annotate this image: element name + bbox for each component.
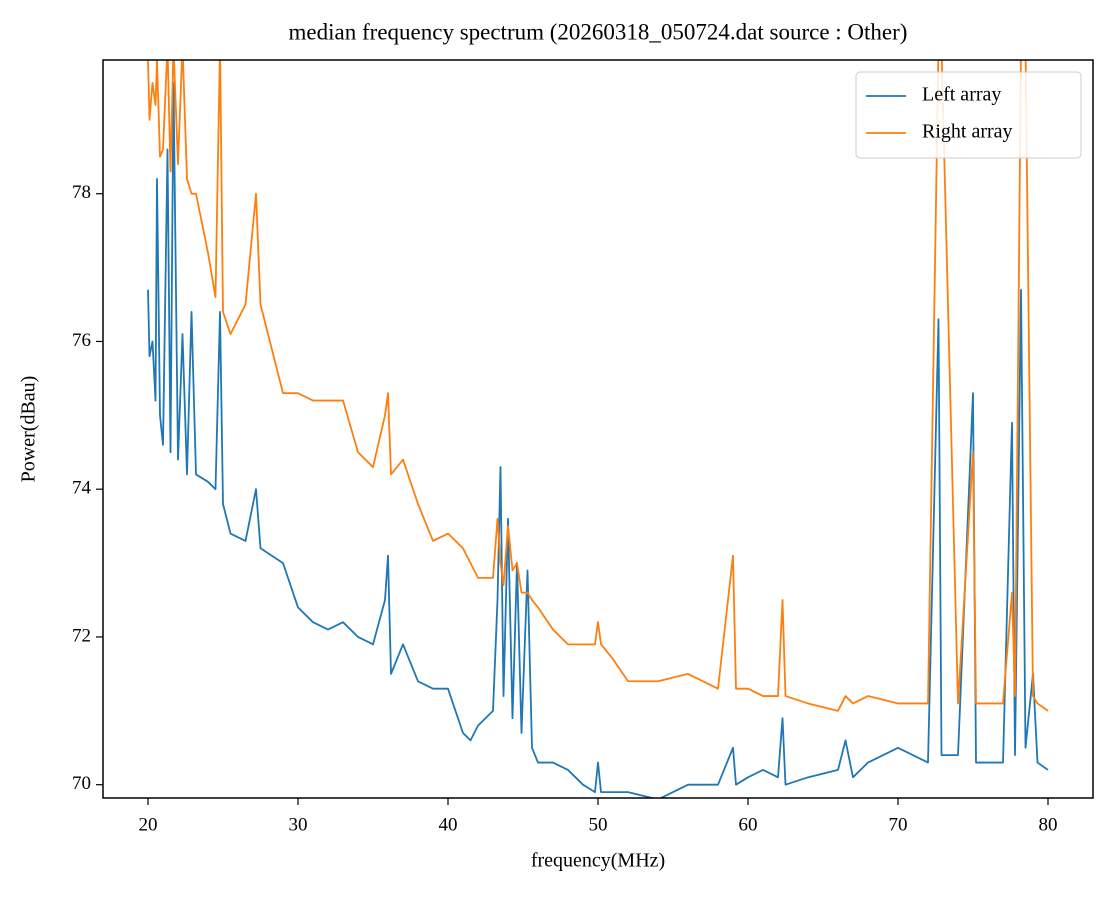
- series-line: [147, 82, 1049, 798]
- series-line: [147, 60, 1049, 712]
- y-axis-label: Power(dBau): [18, 376, 40, 483]
- y-tick-label: 74: [72, 478, 92, 499]
- legend-box: [855, 71, 1082, 159]
- x-tick-label: 70: [889, 814, 908, 835]
- legend-label: Right array: [922, 121, 1013, 143]
- x-tick-label: 60: [739, 814, 758, 835]
- x-tick-label: 40: [439, 814, 458, 835]
- y-tick-label: 76: [72, 330, 91, 351]
- chart-title: median frequency spectrum (20260318_0507…: [289, 19, 908, 44]
- y-tick-label: 78: [72, 182, 91, 203]
- x-tick-label: 30: [289, 814, 308, 835]
- y-tick-label: 72: [72, 625, 91, 646]
- legend-label: Left array: [922, 84, 1001, 106]
- y-tick-label: 70: [72, 773, 91, 794]
- plot-area: [147, 60, 1049, 798]
- x-axis-label: frequency(MHz): [531, 850, 665, 872]
- x-tick-label: 50: [589, 814, 608, 835]
- x-tick-label: 80: [1039, 814, 1058, 835]
- x-tick-label: 20: [139, 814, 158, 835]
